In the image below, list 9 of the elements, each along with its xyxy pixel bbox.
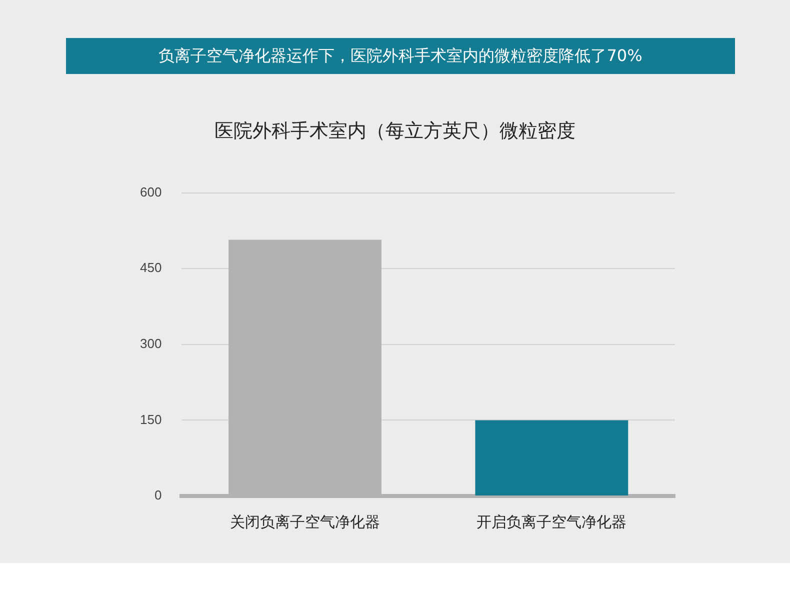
x-tick-label: 开启负离子空气净化器: [476, 512, 627, 531]
x-tick-label: 关闭负离子空气净化器: [230, 512, 380, 531]
y-tick-label: 150: [140, 412, 162, 427]
y-tick-label: 450: [140, 260, 162, 276]
y-tick-label: 0: [154, 488, 162, 503]
chart-title: 负离子空气净化器运作下，医院外科手术室内的微粒密度降低了70%: [66, 38, 735, 74]
y-tick-label: 600: [140, 184, 162, 200]
y-tick-label: 300: [140, 336, 162, 351]
chart-subtitle: 医院外科手术室内（每立方英尺）微粒密度: [214, 119, 576, 144]
